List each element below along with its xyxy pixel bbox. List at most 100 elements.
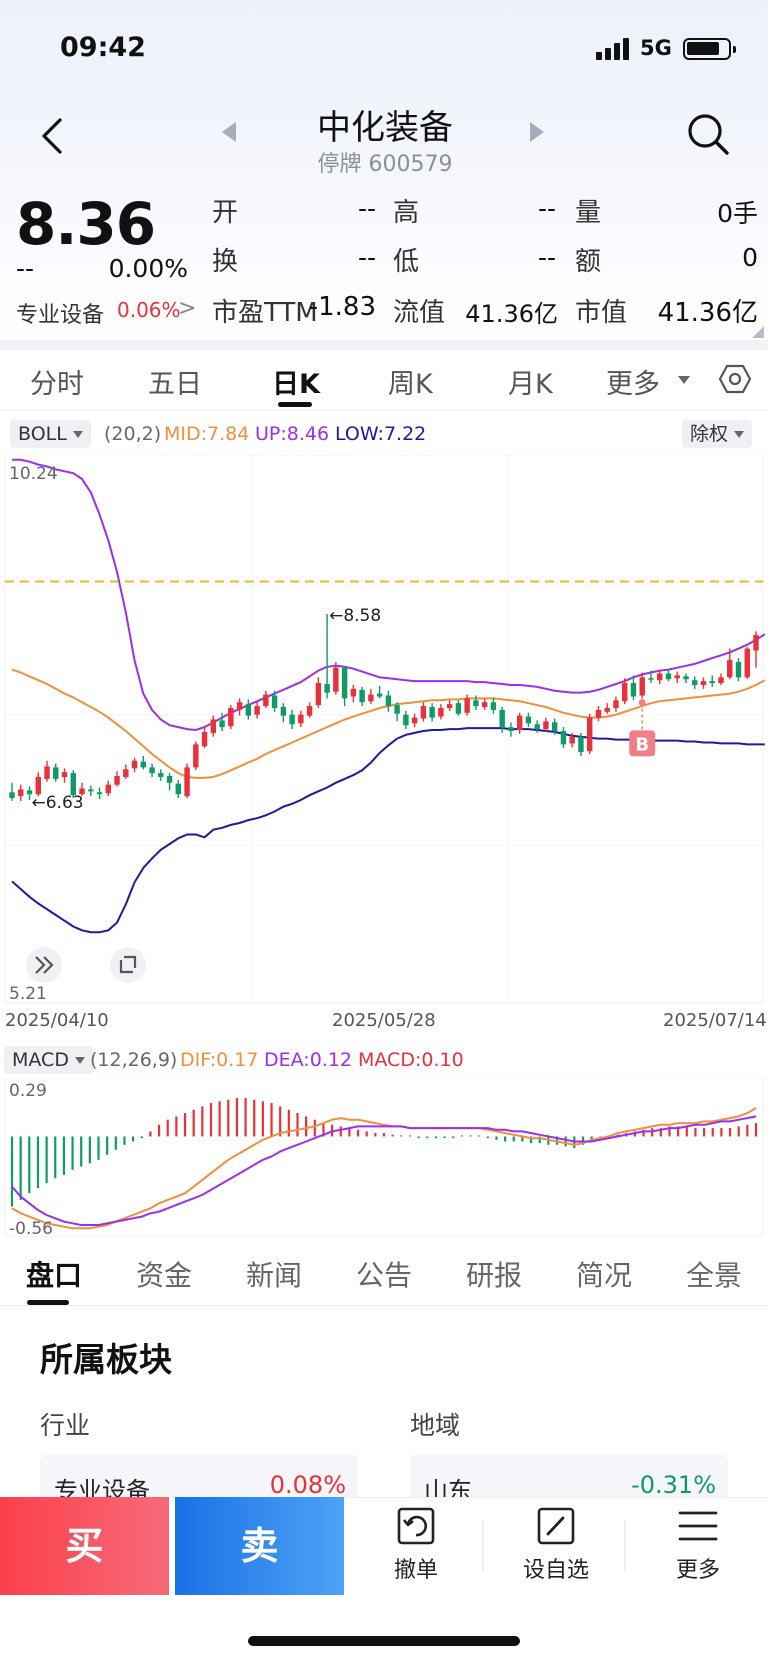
region-card[interactable]: 山东 -0.31%	[410, 1455, 728, 1505]
candle-up	[61, 772, 68, 777]
macd-y-max-label: 0.29	[9, 1081, 47, 1101]
tab-funds[interactable]: 资金	[136, 1259, 193, 1292]
candle-up	[411, 717, 418, 724]
volume-value: 0手	[717, 199, 758, 228]
candle-up	[543, 721, 549, 730]
candle-down	[70, 773, 76, 796]
candle-down	[96, 792, 103, 795]
candle-down	[341, 667, 348, 699]
float-cap-value: 41.36亿	[465, 300, 558, 328]
macd-chart[interactable]: 0.29 -0.56	[0, 1078, 768, 1238]
fullscreen-icon[interactable]	[110, 947, 146, 983]
settings-icon[interactable]	[718, 362, 752, 396]
candle-up	[657, 673, 663, 681]
tab-news[interactable]: 新闻	[246, 1259, 303, 1292]
status-time: 09:42	[60, 32, 146, 63]
tab-announcements[interactable]: 公告	[356, 1259, 413, 1292]
search-icon[interactable]	[686, 112, 730, 156]
dif-line	[11, 1107, 757, 1230]
amount-value: 0	[742, 243, 758, 272]
candle-up	[446, 704, 453, 708]
boll-up: UP:8.46	[255, 423, 330, 445]
macd-selector[interactable]: MACD	[4, 1046, 93, 1074]
prev-stock-icon[interactable]	[222, 122, 236, 142]
next-stock-icon[interactable]	[530, 122, 544, 142]
industry-pct: 0.08%	[269, 1471, 346, 1499]
candle-down	[508, 727, 514, 731]
buy-button[interactable]: 买	[0, 1497, 169, 1595]
candle-down	[53, 767, 59, 779]
sector-link[interactable]: 专业设备	[16, 303, 105, 328]
candle-down	[359, 689, 365, 703]
candle-down	[455, 703, 462, 714]
open-label: 开	[212, 198, 239, 228]
tab-active-indicator	[278, 402, 312, 407]
tab-intraday[interactable]: 分时	[30, 369, 84, 400]
candle-up	[727, 660, 733, 678]
candle-up	[315, 683, 322, 706]
candle-up	[604, 707, 610, 712]
stock-subtitle: 停牌 600579	[250, 146, 520, 178]
pe-value: -1.83	[308, 292, 376, 322]
more-actions-button[interactable]: 更多	[648, 1506, 748, 1584]
kline-chart[interactable]: ←8.58 ←6.63 B 10.24 5.21 2025/04/10 2025/0…	[0, 455, 768, 1035]
more-actions-label: 更多	[675, 1558, 720, 1583]
network-label: 5G	[640, 36, 672, 60]
candle-down	[140, 761, 147, 768]
tab-market-depth[interactable]: 盘口	[26, 1259, 83, 1292]
region-pct: -0.31%	[631, 1471, 716, 1499]
buy-marker-label: B	[635, 734, 649, 755]
tab-daily-k[interactable]: 日K	[272, 369, 320, 400]
macd-dif: DIF:0.17	[180, 1049, 259, 1071]
candle-down	[9, 792, 15, 799]
section-divider	[0, 340, 768, 350]
cancel-order-button[interactable]: 撤单	[366, 1506, 466, 1584]
tab-overview[interactable]: 全景	[686, 1259, 743, 1292]
pe-label: 市盈TTM	[212, 292, 318, 329]
candle-down	[385, 695, 392, 707]
candle-down	[376, 693, 383, 697]
chevron-down-icon[interactable]	[678, 376, 690, 384]
candle-up	[613, 700, 619, 708]
tab-five-day[interactable]: 五日	[148, 369, 202, 400]
expand-chart-icon[interactable]	[26, 947, 62, 983]
expand-corner-icon[interactable]	[752, 326, 764, 338]
candle-up	[131, 760, 138, 769]
header-background	[0, 0, 768, 340]
tab-monthly-k[interactable]: 月K	[508, 369, 553, 400]
tab-profile[interactable]: 简况	[576, 1259, 633, 1292]
candle-up	[368, 694, 374, 702]
candle-up	[105, 784, 111, 794]
industry-card[interactable]: 专业设备 0.08%	[40, 1455, 358, 1505]
candle-up	[516, 715, 523, 731]
tab-research[interactable]: 研报	[466, 1259, 523, 1292]
candle-up	[306, 706, 313, 716]
chevron-right-icon[interactable]: >	[178, 296, 197, 321]
low-annotation: ←6.63	[32, 793, 84, 813]
back-icon[interactable]	[38, 116, 68, 156]
boll-selector[interactable]: BOLL	[10, 420, 91, 448]
candle-up	[114, 776, 120, 785]
bottom-tab-active-indicator	[27, 1300, 69, 1305]
buy-marker-dot	[638, 699, 646, 707]
candle-down	[271, 695, 278, 708]
candle-down	[560, 730, 567, 745]
undo-icon	[397, 1507, 435, 1545]
add-watchlist-button[interactable]: 设自选	[506, 1506, 606, 1584]
sector-pct: 0.06%	[117, 298, 181, 322]
tab-weekly-k[interactable]: 周K	[388, 369, 433, 400]
adjust-selector[interactable]: 除权	[682, 420, 753, 448]
sell-button[interactable]: 卖	[175, 1497, 344, 1595]
candle-up	[210, 719, 217, 733]
menu-icon	[678, 1511, 718, 1541]
tab-more[interactable]: 更多	[606, 369, 660, 400]
boll-mid: MID:7.84	[164, 423, 250, 445]
action-divider	[624, 1520, 626, 1572]
candle-up	[298, 714, 304, 724]
high-label: 高	[393, 198, 420, 228]
candle-down	[683, 676, 689, 680]
candle-down	[158, 773, 164, 777]
tab-divider	[0, 410, 768, 411]
macd-y-min-label: -0.56	[9, 1219, 53, 1238]
x-label-start: 2025/04/10	[5, 1010, 109, 1031]
